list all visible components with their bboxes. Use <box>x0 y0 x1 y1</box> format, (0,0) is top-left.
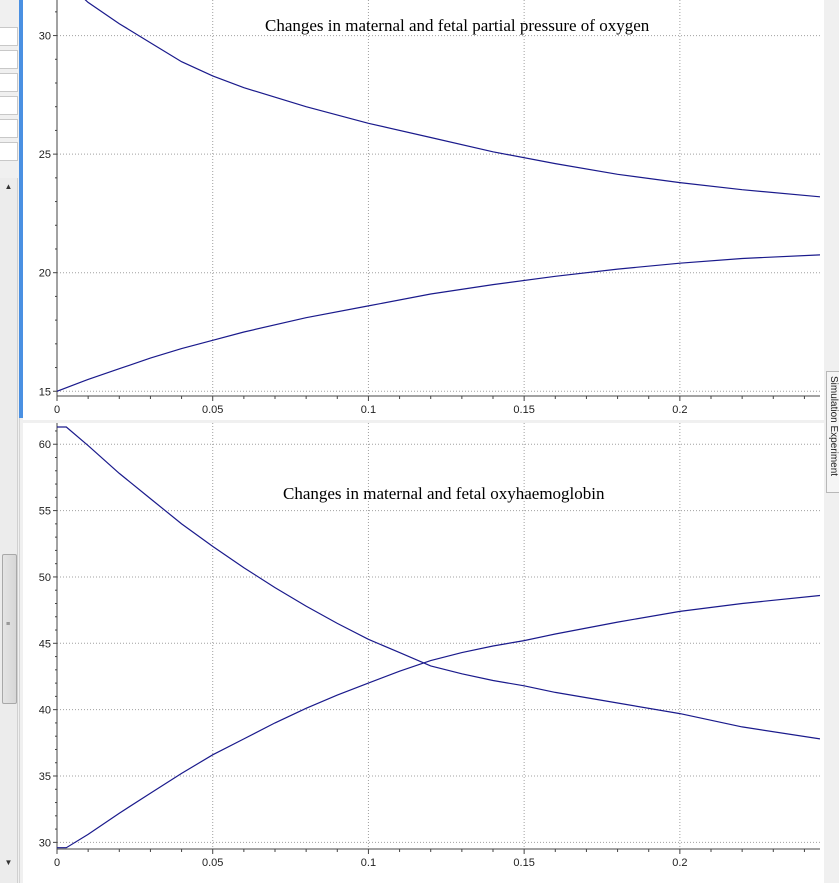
scrollbar-thumb[interactable]: ≡ <box>2 554 17 704</box>
y-tick-label: 15 <box>39 386 51 398</box>
y-tick-label: 45 <box>39 638 51 650</box>
y-tick-label: 25 <box>39 149 51 161</box>
chart-title: Changes in maternal and fetal partial pr… <box>265 16 650 35</box>
partial-input-field[interactable] <box>0 27 18 46</box>
dock-tab-simulation-experiment[interactable]: Simulation Experiment <box>826 371 839 493</box>
y-tick-label: 55 <box>39 506 51 518</box>
y-tick-label: 40 <box>39 705 51 717</box>
x-tick-label: 0.05 <box>202 857 223 869</box>
vertical-scrollbar[interactable]: ▲ ≡ ▼ <box>0 178 18 883</box>
selection-indicator <box>19 0 23 418</box>
x-tick-label: 0.2 <box>672 857 687 869</box>
y-tick-label: 20 <box>39 268 51 280</box>
y-tick-label: 30 <box>39 837 51 849</box>
partial-input-field[interactable] <box>0 142 18 161</box>
x-tick-label: 0 <box>54 404 60 416</box>
series-line-2 <box>57 254 820 392</box>
series-line-1 <box>84 0 820 198</box>
x-tick-label: 0.05 <box>202 404 223 416</box>
partial-input-field[interactable] <box>0 50 18 69</box>
x-tick-label: 0.1 <box>361 404 376 416</box>
scroll-up-arrow-icon[interactable]: ▲ <box>4 182 13 191</box>
partial-input-field[interactable] <box>0 96 18 115</box>
x-tick-label: 0.15 <box>513 404 534 416</box>
scroll-down-arrow-icon[interactable]: ▼ <box>4 858 13 867</box>
chart-panel-oxyhaemoglobin[interactable]: 30 35 40 45 50 55 60 0 0.05 0.1 0.15 0.2 Changes in… <box>23 423 824 883</box>
series-line-1 <box>57 426 820 740</box>
dock-tab-label: Simulation Experiment <box>828 376 839 477</box>
y-tick-label: 35 <box>39 771 51 783</box>
y-tick-label: 60 <box>39 439 51 451</box>
grip-icon: ≡ <box>6 621 11 628</box>
partial-input-field[interactable] <box>0 119 18 138</box>
chart-title: Changes in maternal and fetal oxyhaemogl… <box>283 484 605 503</box>
y-tick-label: 30 <box>39 31 51 43</box>
partial-input-field[interactable] <box>0 73 18 92</box>
chart-oxygen-pressure: 15 20 25 30 0 0.05 0.1 0.15 0.2 <box>39 0 820 416</box>
x-tick-label: 0.15 <box>513 857 534 869</box>
x-tick-label: 0 <box>54 857 60 869</box>
x-tick-label: 0.1 <box>361 857 376 869</box>
y-tick-label: 50 <box>39 572 51 584</box>
x-tick-label: 0.2 <box>672 404 687 416</box>
chart-panel-oxygen-pressure[interactable]: 15 20 25 30 0 0.05 0.1 0.15 0.2 Changes in mater… <box>23 0 824 420</box>
series-line-2 <box>57 594 820 849</box>
chart-oxyhaemoglobin: 30 35 40 45 50 55 60 0 0.05 0.1 0.15 0.2 <box>39 423 820 869</box>
left-panel-strip: ▲ ≡ ▼ <box>0 0 20 883</box>
